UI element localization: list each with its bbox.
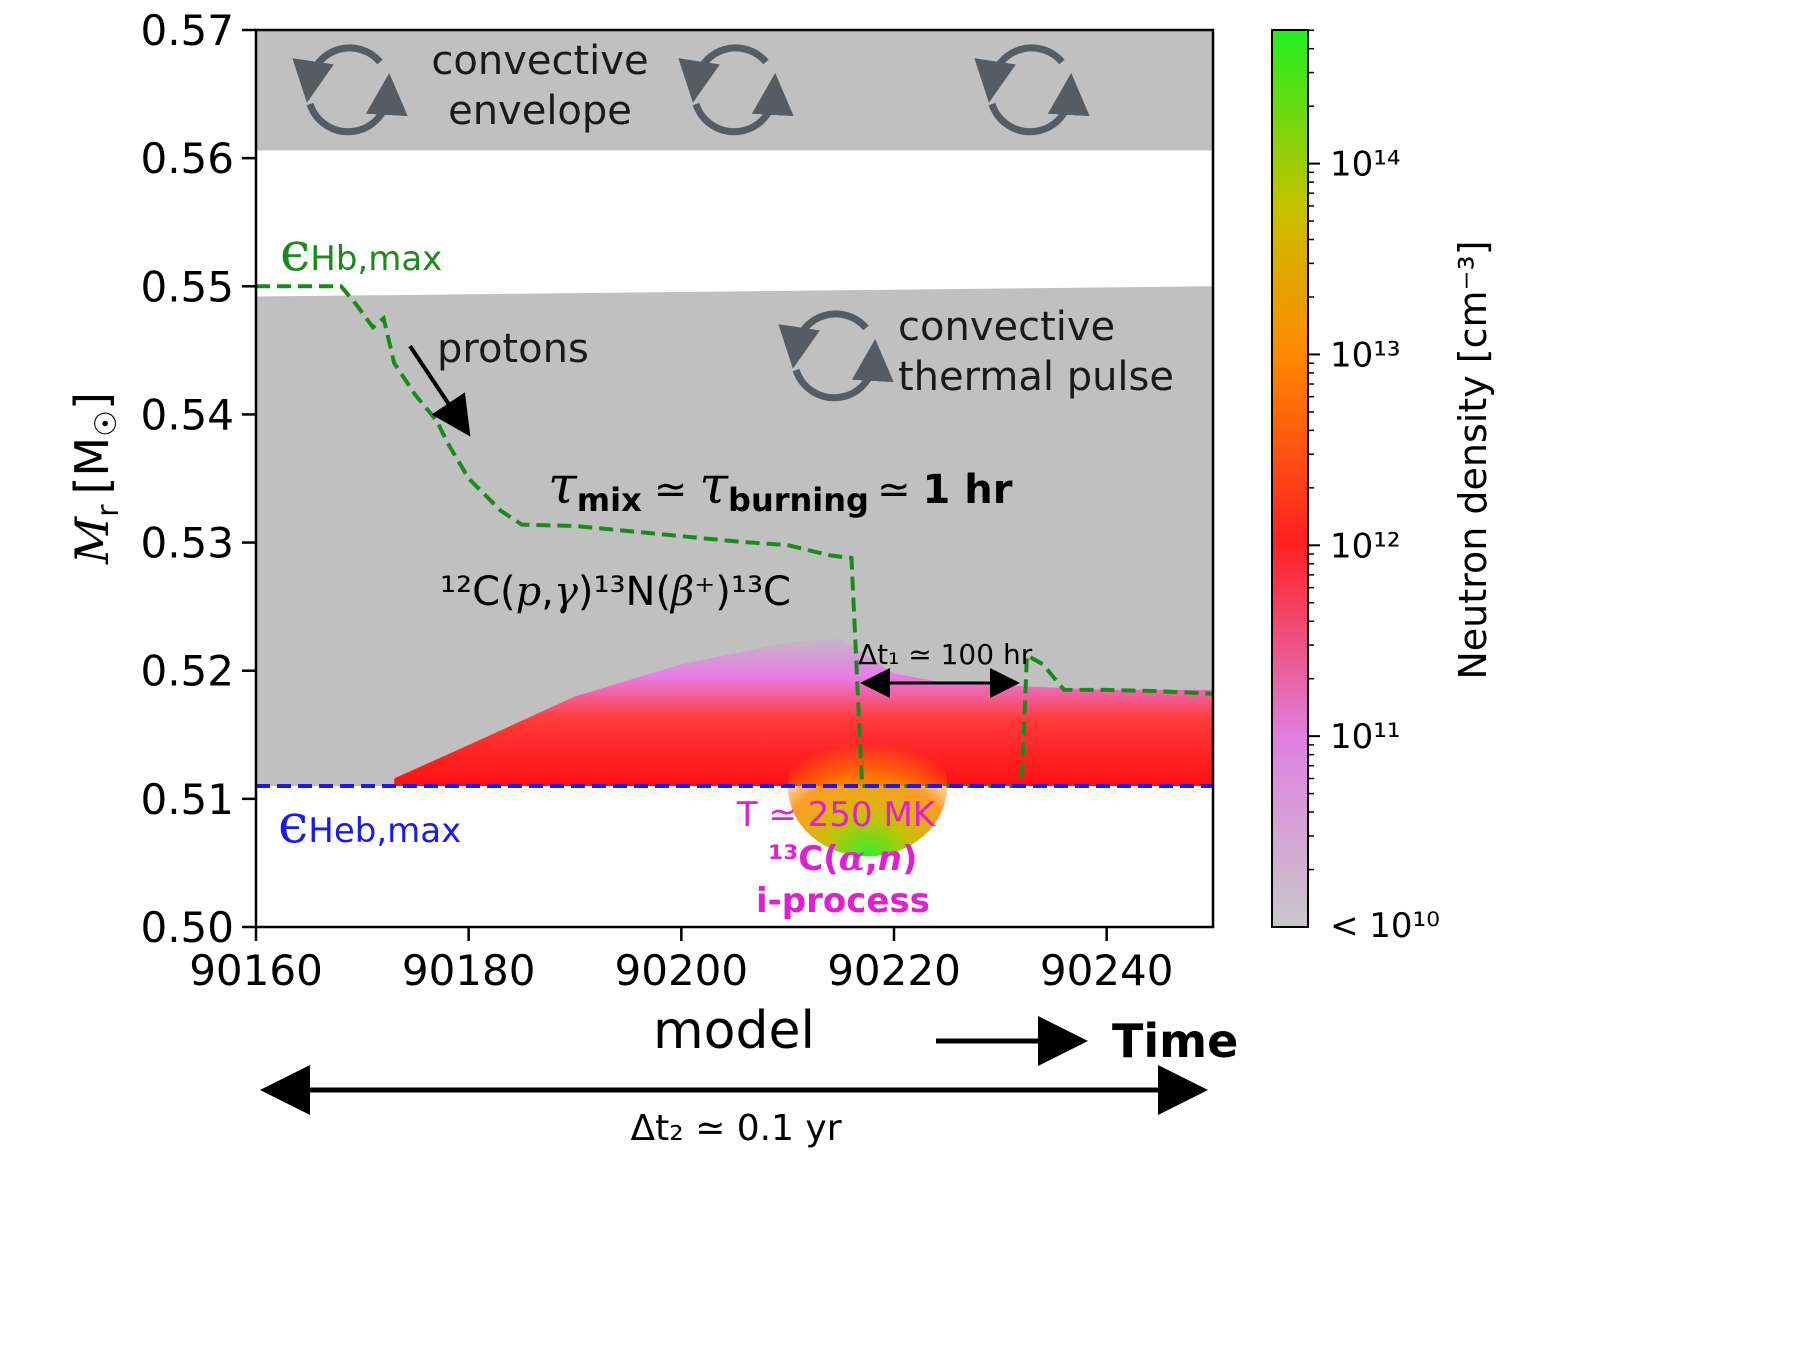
y-tick-label: 0.50: [140, 903, 234, 952]
alpha-n-label: ¹³C(α,n): [768, 839, 917, 879]
tau-equation: τmix ≃ τburning ≃ 1 hr: [548, 456, 1013, 519]
colorbar-tick-label: 10¹²: [1330, 526, 1401, 566]
y-label-close: ]: [65, 392, 119, 410]
reaction-beta: β⁺: [669, 569, 715, 615]
reaction-mid: )¹³N(: [578, 569, 671, 615]
y-tick-label: 0.52: [140, 647, 234, 696]
eps-heb-label: ϵHeb,max: [278, 792, 461, 855]
eps-hb-symbol: ϵ: [280, 220, 310, 283]
tau-burn-symbol: τ: [699, 456, 729, 516]
alpha-n-n: n: [878, 839, 902, 879]
tau-approx-1: ≃: [654, 467, 688, 513]
colorbar-tick-label: 10¹⁴: [1330, 145, 1401, 185]
envelope-label-line1: convective: [431, 38, 648, 84]
plot-frame: [254, 28, 1215, 929]
eps-hb-label: ϵHb,max: [280, 220, 442, 283]
convective-pulse-region: [256, 286, 1213, 787]
colorbar-ticks: 10¹¹ 10¹² 10¹³ 10¹⁴: [1308, 29, 1401, 871]
colorbar-label: Neutron density [cm⁻³]: [1451, 240, 1495, 679]
iprocess-label: i-process: [756, 881, 930, 921]
y-axis-ticks: 0.50 0.51 0.52 0.53 0.54 0.55 0.56 0.57: [140, 6, 256, 952]
alpha-n-comma: ,: [865, 839, 878, 879]
colorbar: [1271, 29, 1309, 928]
eps-heb-sub: Heb,max: [308, 811, 461, 851]
reaction-prefix: ¹²C(: [440, 569, 516, 615]
y-tick-label: 0.55: [140, 262, 234, 311]
reaction-chain: ¹²C(p,γ)¹³N(β⁺)¹³C: [440, 569, 791, 615]
y-label-sub: r: [91, 504, 126, 517]
tau-burn-sub: burning: [728, 481, 869, 519]
eps-heb-symbol: ϵ: [278, 792, 308, 855]
x-tick-label: 90180: [402, 946, 536, 995]
eps-hb-max-line: [256, 284, 1213, 789]
time-label: Time: [1112, 1014, 1238, 1068]
reaction-suffix: )¹³C: [715, 569, 791, 615]
tau-approx-2: ≃: [877, 467, 911, 513]
cycle-icon-pulse: [778, 310, 894, 402]
x-tick-label: 90160: [189, 946, 323, 995]
reaction-comma: ,: [541, 569, 554, 615]
protons-label: protons: [437, 326, 589, 372]
y-tick-label: 0.56: [140, 134, 234, 183]
y-axis-label: Mr [M☉]: [65, 392, 126, 565]
y-tick-label: 0.54: [140, 390, 234, 439]
x-axis-label: model: [653, 1001, 815, 1061]
alpha-n-prefix: ¹³C(: [768, 839, 838, 879]
dt1-label: Δt₁ ≃ 100 hr: [858, 638, 1033, 671]
alpha-n-suffix: ): [902, 839, 918, 879]
alpha-n-alpha: α: [839, 839, 865, 879]
y-label-unit-sym: ☉: [89, 410, 124, 437]
x-tick-label: 90220: [827, 946, 961, 995]
cycle-icon-envelope-2: [678, 44, 794, 136]
pulse-label-line2: thermal pulse: [898, 354, 1174, 400]
x-tick-label: 90200: [615, 946, 749, 995]
svg-text:Mr[M☉]: Mr [M☉]: [65, 392, 126, 565]
reaction-gamma: γ: [554, 569, 578, 615]
reaction-p: p: [516, 569, 542, 615]
y-tick-label: 0.51: [140, 775, 234, 824]
tau-result: 1 hr: [922, 467, 1012, 513]
x-axis-ticks: 90160 90180 90200 90220 90240: [189, 927, 1173, 995]
y-tick-label: 0.53: [140, 519, 234, 568]
colorbar-tick-label: 10¹¹: [1330, 717, 1401, 757]
protons-arrow: [408, 344, 471, 437]
cycle-icon-envelope-1: [292, 44, 408, 136]
envelope-label-line2: envelope: [448, 88, 632, 134]
y-label-unit: [M: [65, 437, 119, 495]
cycle-icon-envelope-3: [974, 44, 1090, 136]
colorbar-min-label: < 10¹⁰: [1330, 906, 1440, 946]
eps-hb-sub: Hb,max: [310, 239, 442, 279]
dt2-label: Δt₂ ≃ 0.1 yr: [630, 1108, 841, 1149]
colorbar-tick-label: 10¹³: [1330, 335, 1401, 375]
x-tick-label: 90240: [1040, 946, 1174, 995]
pulse-label-line1: convective: [898, 304, 1115, 350]
temperature-label: T ≃ 250 MK: [736, 795, 937, 835]
y-label-main: M: [65, 515, 119, 565]
neutron-density-zone: [394, 638, 1213, 787]
tau-mix-sub: mix: [577, 481, 642, 519]
y-tick-label: 0.57: [140, 6, 234, 55]
tau-mix-symbol: τ: [548, 456, 578, 516]
